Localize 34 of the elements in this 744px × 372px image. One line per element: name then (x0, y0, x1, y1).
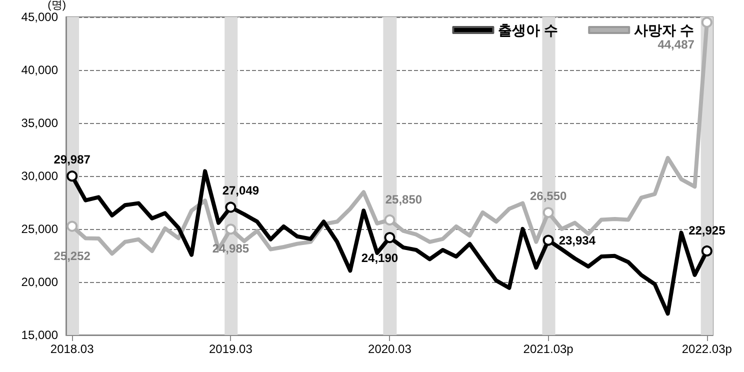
x-tick-label: 2022.03p (682, 342, 732, 356)
point (225, 224, 236, 235)
y-tick-label: 20,000 (21, 274, 58, 289)
data-label: 24,985 (212, 242, 250, 256)
point (542, 207, 554, 218)
point (701, 16, 712, 28)
data-label: 24,190 (361, 251, 398, 266)
point (384, 214, 396, 226)
data-label: 29,987 (54, 152, 91, 167)
point (384, 232, 396, 244)
data-label: 23,934 (558, 233, 596, 248)
y-tick-label: 35,000 (21, 116, 58, 130)
data-label: 27,049 (222, 184, 260, 198)
point (66, 220, 78, 232)
y-tick-label: 15,000 (21, 328, 58, 342)
y-axis-title: (명) (48, 0, 66, 12)
y-tick-label: 40,000 (21, 62, 58, 77)
data-label: 25,850 (385, 192, 422, 206)
data-label: 22,925 (688, 223, 726, 238)
y-tick-label: 30,000 (21, 168, 58, 183)
data-label: 44,487 (658, 37, 695, 52)
point (66, 170, 78, 182)
legend-label: 사망자 수 (634, 22, 694, 38)
point (225, 202, 236, 213)
x-tick-label: 2019.03 (208, 342, 253, 356)
x-tick-label: 2020.03 (368, 342, 412, 356)
legend-label: 출생아 수 (498, 22, 558, 38)
x-tick-label: 2021.03p (523, 342, 574, 356)
point (701, 245, 712, 256)
point (542, 234, 554, 246)
x-tick-label: 2018.03 (50, 342, 94, 356)
y-tick-label: 45,000 (21, 10, 58, 24)
y-tick-label: 25,000 (21, 222, 58, 236)
data-label: 26,550 (530, 189, 567, 204)
